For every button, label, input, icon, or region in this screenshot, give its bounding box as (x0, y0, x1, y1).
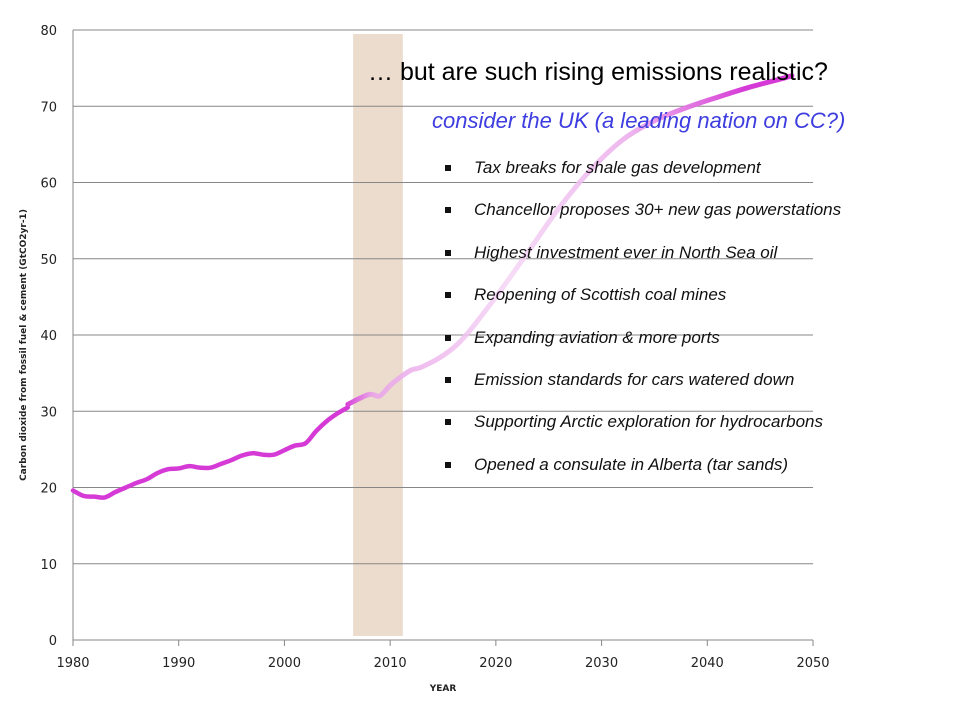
y-tick-label: 30 (40, 405, 57, 420)
y-tick-label: 0 (49, 634, 57, 649)
y-tick-label: 80 (40, 24, 57, 39)
x-tick-label: 2030 (585, 656, 618, 671)
x-tick-label: 2040 (691, 656, 724, 671)
x-tick-label: 2010 (374, 656, 407, 671)
y-tick-label: 70 (40, 100, 57, 115)
y-tick-label: 10 (40, 558, 57, 573)
projection-line (345, 73, 795, 407)
x-tick-label: 1990 (162, 656, 195, 671)
x-tick-label: 2050 (796, 656, 829, 671)
x-tick-label: 2020 (479, 656, 512, 671)
y-tick-label: 50 (40, 253, 57, 268)
historical-line (70, 405, 351, 500)
y-tick-label: 20 (40, 482, 57, 497)
y-tick-label: 60 (40, 177, 57, 192)
y-tick-label: 40 (40, 329, 57, 344)
y-axis-title: Carbon dioxide from fossil fuel & cement… (19, 209, 29, 481)
x-axis-title: YEAR (429, 684, 457, 694)
x-tick-label: 1980 (56, 656, 89, 671)
x-tick-label: 2000 (268, 656, 301, 671)
